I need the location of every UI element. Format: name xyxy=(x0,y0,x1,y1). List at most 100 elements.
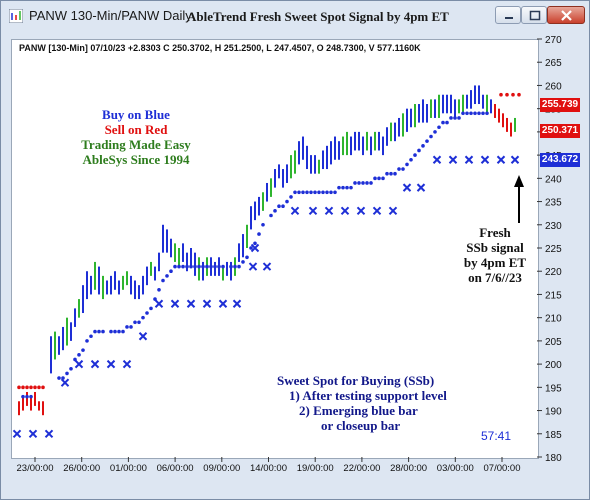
support-dot xyxy=(293,190,297,195)
support-dot xyxy=(309,190,313,195)
support-dot xyxy=(201,264,205,269)
support-dot xyxy=(253,241,257,246)
y-tick-label: 190 xyxy=(545,407,562,418)
note-line: Fresh xyxy=(479,225,511,240)
support-dot xyxy=(165,274,169,278)
fresh-signal-note: Fresh SSb signal by 4pm ET on 7/6//23 xyxy=(449,225,541,285)
support-dot xyxy=(237,264,241,269)
support-x-marker xyxy=(122,359,132,369)
support-dot xyxy=(193,264,197,269)
support-dot xyxy=(245,255,249,260)
support-dot xyxy=(285,199,289,204)
support-x-marker xyxy=(250,243,260,253)
support-dot xyxy=(445,120,449,125)
x-tick-label: 23/00:00 xyxy=(17,463,54,474)
y-tick-label: 235 xyxy=(545,198,562,209)
support-dot xyxy=(21,394,25,399)
ohlc-info-line: PANW [130-Min] 07/10/23 +2.8303 C 250.37… xyxy=(19,43,421,53)
support-dot xyxy=(81,348,85,352)
support-dot xyxy=(65,371,69,376)
resistance-dot xyxy=(511,92,515,97)
support-dot xyxy=(109,329,113,334)
close-button[interactable] xyxy=(547,6,585,24)
resistance-dot xyxy=(33,385,37,390)
support-dot xyxy=(429,134,433,139)
support-dot xyxy=(181,264,185,269)
support-dot xyxy=(185,264,189,269)
y-tick-label: 260 xyxy=(545,81,562,92)
support-dot xyxy=(57,376,61,380)
note-line: on 7/6//23 xyxy=(468,270,522,285)
x-tick-label: 28/00:00 xyxy=(390,463,427,474)
support-dot xyxy=(281,204,285,208)
support-dot xyxy=(317,190,321,195)
support-dot xyxy=(101,329,105,334)
color-legend: Buy on Blue Sell on Red Trading Made Eas… xyxy=(61,107,211,167)
support-dot xyxy=(137,320,141,325)
support-dot xyxy=(149,306,153,311)
support-dot xyxy=(289,195,293,199)
signal-arrow xyxy=(514,175,524,223)
title-bar[interactable]: PANW 130-Min/PANW Daily AbleTrend Fresh … xyxy=(1,1,589,31)
resistance-dot xyxy=(499,92,503,97)
support-dot xyxy=(337,185,341,190)
support-x-marker xyxy=(12,429,22,438)
sweet-spot-note: Sweet Spot for Buying (SSb) 1) After tes… xyxy=(263,373,477,433)
legend-sell: Sell on Red xyxy=(104,122,168,137)
support-x-marker xyxy=(324,206,334,216)
support-dot xyxy=(97,329,101,334)
app-icon xyxy=(9,9,23,23)
ssb-item: 2) Emerging blue bar xyxy=(299,403,418,418)
support-dot xyxy=(125,325,129,329)
support-dot xyxy=(377,176,381,181)
support-dot xyxy=(333,190,337,195)
price-tag-close: 250.371 xyxy=(540,124,580,138)
y-tick-label: 230 xyxy=(545,221,562,232)
support-dot xyxy=(349,185,353,190)
support-dot xyxy=(217,264,221,269)
support-x-marker xyxy=(154,299,164,308)
support-dot xyxy=(133,320,137,325)
support-dot xyxy=(393,171,397,176)
support-dot xyxy=(381,176,385,181)
support-x-marker xyxy=(480,155,490,164)
support-x-marker xyxy=(308,206,318,216)
support-dot xyxy=(441,120,445,125)
resistance-dot xyxy=(517,92,521,97)
support-x-marker xyxy=(138,332,148,341)
x-tick-label: 07/00:00 xyxy=(484,463,521,474)
support-dot xyxy=(85,339,89,343)
x-tick-label: 19/00:00 xyxy=(297,463,334,474)
support-dot xyxy=(389,171,393,176)
resistance-dot xyxy=(21,385,25,390)
support-dot xyxy=(413,153,417,157)
x-tick-label: 06/00:00 xyxy=(157,463,194,474)
y-tick-label: 180 xyxy=(545,453,562,464)
support-dot xyxy=(345,185,349,190)
x-tick-label: 03/00:00 xyxy=(437,463,474,474)
support-x-marker xyxy=(218,299,228,308)
minimize-button[interactable] xyxy=(495,6,521,24)
resistance-dot xyxy=(25,385,29,390)
support-dot xyxy=(157,288,161,292)
support-x-marker xyxy=(496,155,506,164)
support-dot xyxy=(169,269,173,274)
support-dot xyxy=(277,204,281,208)
support-x-marker xyxy=(28,429,38,438)
support-dot xyxy=(241,260,245,264)
support-dot xyxy=(205,264,209,269)
support-dot xyxy=(77,353,81,357)
support-x-marker xyxy=(356,206,366,216)
support-x-marker xyxy=(510,155,520,164)
support-dot xyxy=(305,190,309,195)
support-x-marker xyxy=(372,206,382,216)
support-dot xyxy=(461,111,465,116)
maximize-button[interactable] xyxy=(521,6,547,24)
support-dot xyxy=(409,157,413,162)
support-x-marker xyxy=(388,206,398,216)
support-x-marker xyxy=(90,359,100,369)
support-dot xyxy=(177,264,181,269)
y-tick-label: 195 xyxy=(545,383,562,394)
legend-since: AbleSys Since 1994 xyxy=(82,152,190,167)
